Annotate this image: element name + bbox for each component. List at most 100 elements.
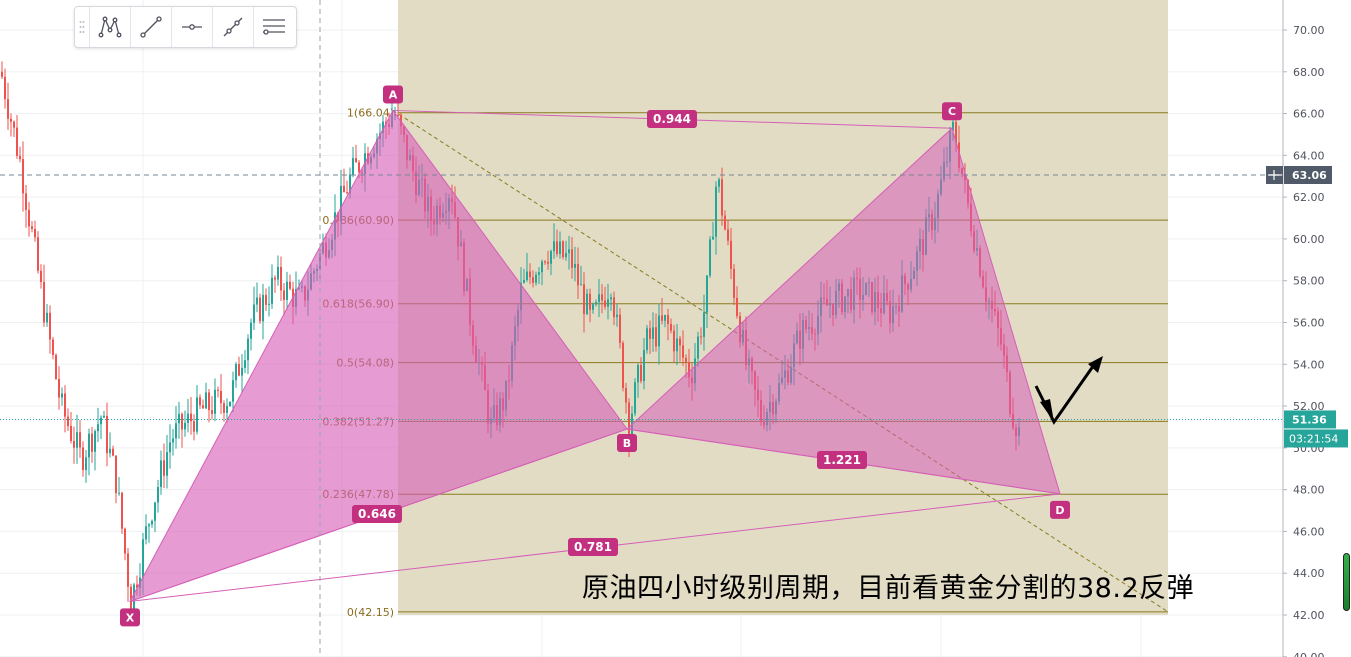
candle-body [601, 294, 603, 301]
candle-body [4, 76, 6, 100]
settings-button[interactable] [253, 7, 294, 47]
candle-body [157, 486, 159, 503]
candle-body [397, 114, 399, 116]
candle-body [685, 357, 687, 363]
drag-handle-icon[interactable] [75, 7, 89, 47]
axis-tick-label: 62.00 [1293, 191, 1325, 204]
candle-body [112, 448, 114, 456]
candle-body [100, 417, 102, 425]
candle-body [103, 415, 105, 418]
crosshair-price-label: 63.06 [1292, 169, 1327, 182]
axis-tick-label: 70.00 [1293, 24, 1325, 37]
pattern-point-box [120, 608, 140, 627]
arrow-tail-icon [1040, 399, 1054, 422]
scale-scroll-handle[interactable] [1343, 553, 1350, 611]
candle-body [127, 553, 129, 587]
candle-body [253, 304, 255, 323]
chart-annotation-text: 原油四小时级别周期，目前看黄金分割的38.2反弹 [582, 573, 1195, 604]
candle-body [346, 192, 348, 194]
candle-body [148, 524, 150, 527]
axis-tick-label: 46.00 [1293, 525, 1325, 538]
ratio-label: 0.646 [358, 507, 396, 521]
trend-line-button[interactable] [130, 7, 171, 47]
ray-line-button[interactable] [212, 7, 253, 47]
candle-body [64, 393, 66, 417]
ratio-label-box [568, 538, 618, 556]
candle-body [22, 159, 24, 194]
candle-body [229, 401, 231, 406]
candle-body [724, 215, 726, 230]
pattern-point-box [617, 434, 637, 453]
candle-body [193, 421, 195, 432]
price-axis: 40.0042.0044.0046.0048.0050.0052.0054.00… [1266, 0, 1351, 657]
candle-body [19, 155, 21, 160]
candle-body [220, 390, 222, 404]
candle-body [286, 281, 288, 300]
candle-body [595, 302, 597, 305]
last-price-label: 51.36 [1292, 413, 1327, 426]
candle-body [730, 240, 732, 269]
candle-body [538, 272, 540, 275]
axis-tick-label: 44.00 [1293, 567, 1325, 580]
xabcd-pattern-icon [98, 16, 122, 38]
candle-body [217, 389, 219, 391]
candle-body [709, 239, 711, 276]
candle-body [244, 360, 246, 368]
candle-body [73, 440, 75, 448]
candle-body [703, 312, 705, 337]
candle-body [532, 277, 534, 283]
candle-body [58, 379, 60, 398]
candle-body [658, 315, 660, 347]
ray-line-icon [223, 17, 243, 37]
candle-body [121, 492, 123, 529]
candle-body [952, 121, 954, 131]
ratio-label: 1.221 [823, 453, 861, 467]
candle-body [79, 432, 81, 448]
candle-body [664, 315, 666, 321]
candle-body [250, 322, 252, 339]
axis-tick-label: 40.00 [1293, 651, 1325, 657]
candle-body [667, 315, 669, 325]
candle-body [640, 364, 642, 382]
horizontal-line-button[interactable] [171, 7, 212, 47]
pattern-point-label: C [948, 105, 956, 118]
candle-body [277, 266, 279, 280]
candle-body [679, 338, 681, 346]
candle-body [145, 526, 147, 540]
horizontal-line-icon [182, 24, 202, 30]
candle-body [241, 367, 243, 376]
candle-body [274, 277, 276, 280]
candle-body [232, 380, 234, 402]
candle-body [646, 328, 648, 351]
candle-body [214, 389, 216, 414]
candle-body [523, 279, 525, 283]
pattern-point-label: A [389, 88, 398, 101]
candle-body [574, 263, 576, 268]
candle-body [43, 282, 45, 323]
harmonic-pattern: 0.944 0.646 1.221 0.781 X A B C D [120, 85, 1070, 627]
last-price-box [1284, 410, 1336, 429]
candle-body [556, 241, 558, 254]
xabcd-pattern-button[interactable] [89, 7, 130, 47]
candle-body [13, 121, 15, 128]
candle-body [718, 179, 720, 187]
candle-body [661, 315, 663, 321]
candle-body [634, 382, 636, 414]
axis-tick-label: 64.00 [1293, 149, 1325, 162]
candle-body [352, 158, 354, 175]
candle-body [553, 241, 555, 252]
candle-body [97, 424, 99, 432]
axis-tick-label: 54.00 [1293, 358, 1325, 371]
axis-tick-label: 60.00 [1293, 233, 1325, 246]
candle-body [568, 249, 570, 254]
candle-body [265, 294, 267, 305]
candle-body [49, 312, 51, 340]
candle-body [190, 413, 192, 422]
candle-body [271, 277, 273, 304]
candle-body [712, 236, 714, 240]
candle-body [550, 251, 552, 264]
candle-body [259, 297, 261, 322]
settings-lines-icon [263, 19, 285, 35]
candle-body [235, 363, 237, 381]
